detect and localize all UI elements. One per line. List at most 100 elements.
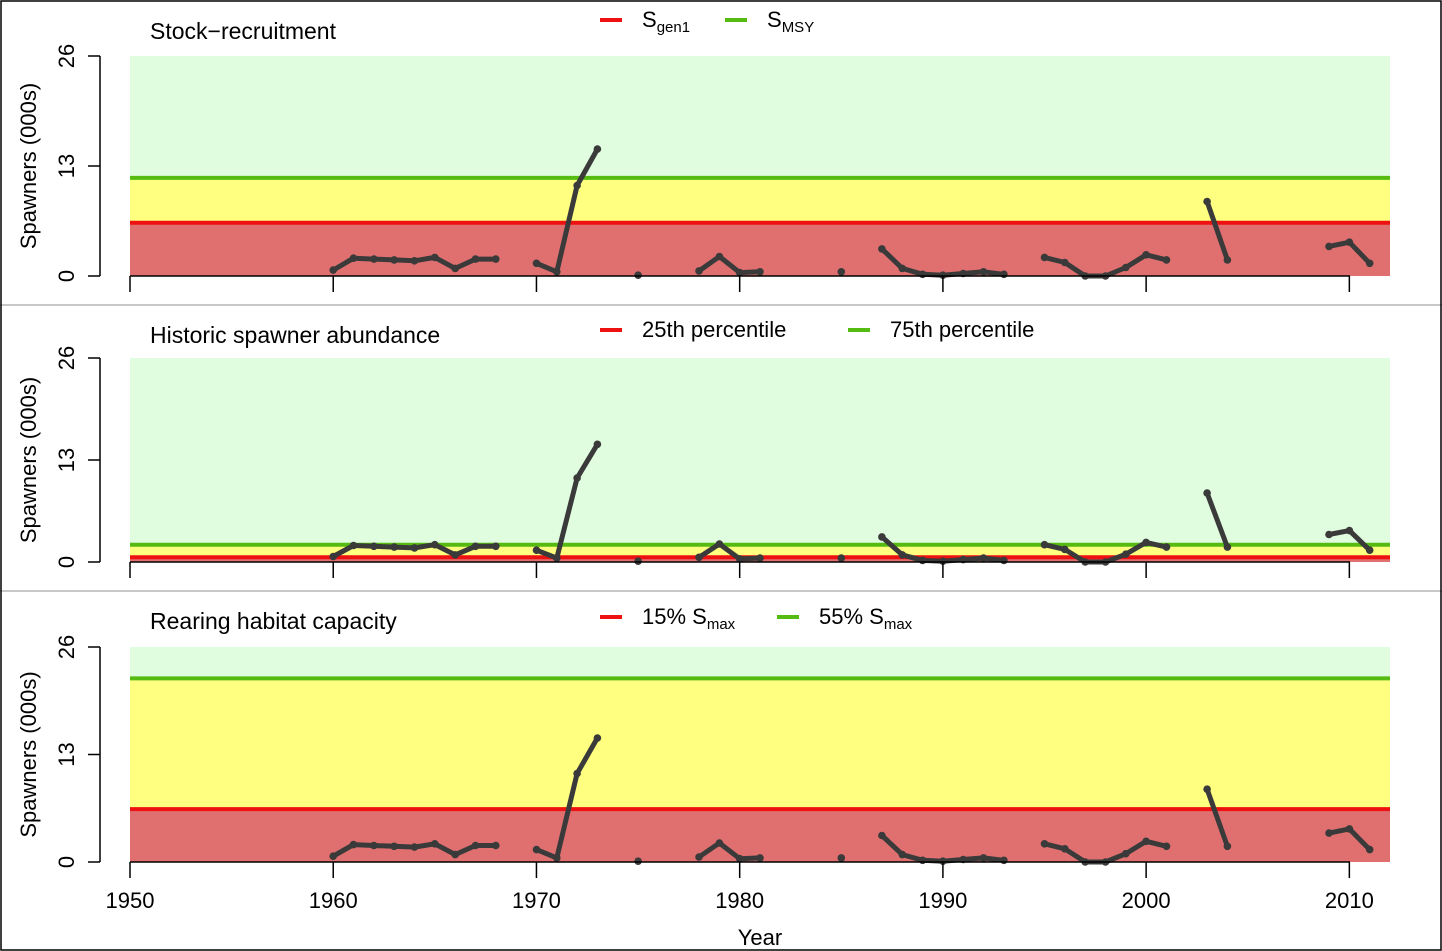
data-point	[1345, 526, 1354, 535]
green-zone	[130, 647, 1390, 679]
series-segment	[534, 735, 600, 861]
y-tick-label: 0	[54, 270, 79, 282]
data-point	[1040, 253, 1049, 262]
data-point	[939, 857, 947, 865]
series-segment	[1204, 490, 1230, 550]
panel-title: Stock−recruitment	[150, 18, 337, 44]
y-tick-label: 13	[54, 448, 79, 472]
data-point	[695, 553, 703, 562]
data-point	[634, 271, 642, 280]
data-point	[329, 266, 338, 274]
legend-label-lower: 25th percentile	[642, 317, 786, 342]
data-point	[390, 543, 399, 551]
data-point	[492, 255, 500, 263]
data-point	[918, 270, 927, 279]
data-point	[878, 245, 886, 253]
data-point	[878, 831, 886, 840]
amber-zone	[130, 678, 1390, 810]
data-point	[532, 845, 541, 854]
data-point	[1142, 538, 1150, 547]
data-point	[553, 268, 561, 276]
data-point	[695, 267, 703, 275]
data-point	[1000, 856, 1008, 865]
data-point	[837, 854, 846, 862]
data-point	[1162, 842, 1171, 851]
data-point	[329, 552, 338, 561]
data-point	[1325, 829, 1333, 837]
chart-panel-1: 0 13 26 Spawners (000s) Stock−recruitment Sge…	[0, 7, 1442, 306]
data-point	[634, 557, 642, 565]
data-point	[1142, 251, 1150, 259]
data-point	[735, 854, 744, 863]
data-point	[1223, 842, 1232, 851]
series-segment	[1204, 199, 1230, 263]
data-point	[979, 268, 988, 276]
data-point	[715, 252, 724, 261]
data-point	[492, 542, 500, 551]
legend-label-lower: Sgen1	[642, 7, 690, 36]
chart-panel-3: 0 13 26 Spawners (000s) Rearing habitat capa…	[16, 604, 1390, 878]
legend-label-upper: 55% Smax	[819, 604, 913, 633]
x-tick-label: 1950	[106, 888, 155, 913]
data-point	[410, 544, 419, 552]
y-tick-label: 26	[54, 44, 79, 68]
data-point	[1122, 849, 1130, 858]
data-point	[1325, 530, 1333, 539]
data-point	[756, 268, 764, 276]
data-point	[410, 843, 419, 851]
series-segment	[1204, 786, 1230, 849]
data-point	[492, 841, 500, 850]
data-point	[593, 145, 602, 153]
x-tick-label: 1970	[512, 888, 561, 913]
legend-label-upper: 75th percentile	[890, 317, 1034, 342]
data-point	[898, 850, 907, 859]
data-point	[1162, 256, 1171, 264]
x-tick-label: 2000	[1122, 888, 1171, 913]
y-tick-label: 0	[54, 856, 79, 868]
data-point	[532, 259, 541, 268]
data-point	[918, 856, 927, 865]
x-tick-label: 1960	[309, 888, 358, 913]
x-axis: 1950 1960 1970 1980 1990 2000 2010 Year	[106, 888, 1374, 950]
data-point	[553, 854, 561, 862]
data-point	[715, 839, 724, 847]
data-point	[1365, 845, 1374, 854]
data-point	[349, 254, 358, 262]
data-point	[329, 852, 338, 860]
chart-panels: 0 13 26 Spawners (000s) Stock−recruitment Sge…	[0, 7, 1442, 878]
panel-title: Rearing habitat capacity	[150, 608, 397, 634]
data-point	[1061, 545, 1069, 554]
y-tick-label: 13	[54, 154, 79, 178]
y-axis-title: Spawners (000s)	[16, 83, 41, 249]
data-point	[410, 257, 419, 265]
data-point	[735, 555, 744, 563]
data-point	[735, 268, 744, 277]
data-point	[1000, 556, 1008, 565]
green-zone	[130, 56, 1390, 178]
series-segment	[534, 441, 600, 561]
data-point	[431, 253, 439, 262]
data-point	[1203, 489, 1211, 497]
legend-label-upper: SMSY	[767, 7, 814, 36]
amber-zone	[130, 177, 1390, 223]
data-point	[349, 541, 358, 550]
legend: Sgen1 SMSY	[600, 7, 814, 36]
data-point	[1162, 543, 1171, 551]
data-point	[1365, 259, 1374, 268]
data-point	[1122, 550, 1130, 558]
series-segment	[696, 254, 763, 276]
data-point	[878, 533, 886, 541]
data-point	[532, 546, 541, 554]
data-point	[979, 554, 988, 562]
series-segment	[696, 840, 763, 862]
data-point	[553, 554, 561, 562]
data-point	[451, 551, 460, 559]
data-point	[1345, 238, 1354, 246]
data-point	[756, 554, 764, 562]
data-point	[1223, 543, 1232, 551]
data-point	[1122, 263, 1130, 272]
data-point	[918, 556, 927, 565]
data-point	[1325, 242, 1333, 251]
data-point	[837, 554, 846, 562]
